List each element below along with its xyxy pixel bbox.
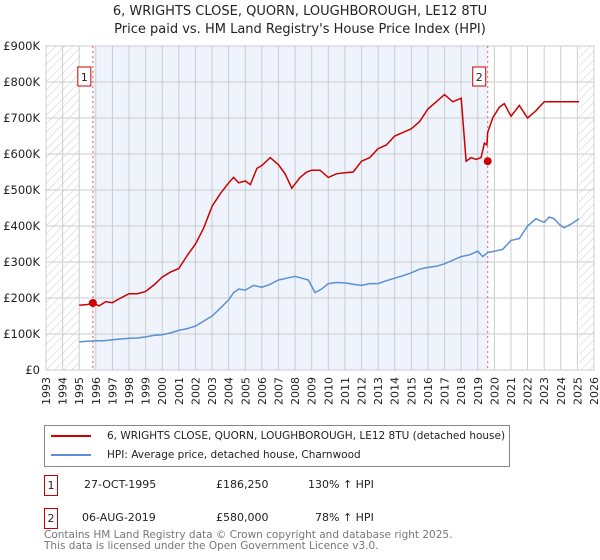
sale-price: £186,250	[216, 478, 269, 491]
legend-swatch-property	[51, 435, 91, 437]
x-tick-label: 2015	[405, 377, 418, 405]
sale-marker-label-1: 1	[81, 71, 88, 84]
y-tick-label: £700K	[3, 111, 40, 125]
x-tick-label: 1995	[73, 377, 86, 405]
sale-marker-box-2	[472, 66, 487, 87]
y-tick-label: £200K	[3, 291, 40, 305]
x-tick-label: 2004	[223, 377, 236, 405]
sale-point-2	[483, 157, 492, 166]
x-tick-label: 1998	[123, 377, 136, 405]
sale-marker-box-1	[77, 66, 92, 87]
x-tick-label: 2012	[356, 377, 369, 405]
x-tick-label: 2010	[322, 377, 335, 405]
x-tick-label: 2022	[522, 377, 535, 405]
chart-title: 6, WRIGHTS CLOSE, QUORN, LOUGHBOROUGH, L…	[112, 4, 488, 19]
x-tick-label: 2020	[488, 377, 501, 405]
x-tick-label: 2013	[372, 377, 385, 405]
sale-date: 06-AUG-2019	[82, 511, 156, 524]
x-tick-label: 2000	[156, 377, 169, 405]
sale-marker-label-2: 2	[476, 71, 483, 84]
legend-swatch-hpi	[51, 454, 91, 456]
hpi-line	[79, 216, 580, 343]
property-price-line	[79, 93, 580, 307]
x-tick-label: 2009	[306, 377, 319, 405]
x-tick-label: 2016	[422, 377, 435, 405]
legend-item-hpi: HPI: Average price, detached house, Char…	[51, 447, 361, 463]
x-tick-label: 2017	[439, 377, 452, 405]
x-tick-label: 2023	[538, 377, 551, 405]
sale-hpi-change: 130% ↑ HPI	[308, 478, 374, 491]
sale-badge: 1	[44, 475, 58, 496]
x-tick-label: 2008	[289, 377, 302, 405]
sale-row-2: 2 06-AUG-2019 £580,000 78% ↑ HPI	[44, 508, 444, 530]
y-tick-label: £800K	[3, 75, 40, 89]
x-tick-label: 1999	[140, 377, 153, 405]
x-tick-label: 2024	[555, 377, 568, 405]
x-tick-label: 1997	[106, 377, 119, 405]
x-tick-label: 1996	[90, 377, 103, 405]
legend-label-property: 6, WRIGHTS CLOSE, QUORN, LOUGHBOROUGH, L…	[107, 430, 506, 442]
sale-row-1: 1 27-OCT-1995 £186,250 130% ↑ HPI	[44, 475, 444, 497]
y-tick-label: £100K	[3, 327, 40, 341]
x-tick-label: 2011	[339, 377, 352, 405]
y-tick-label: £300K	[3, 255, 40, 269]
legend-label-hpi: HPI: Average price, detached house, Char…	[107, 449, 361, 461]
x-tick-label: 2026	[588, 377, 600, 405]
y-tick-label: £0	[25, 363, 40, 377]
sale-price: £580,000	[216, 511, 269, 524]
hatched-region	[579, 46, 594, 370]
sale-hpi-change: 78% ↑ HPI	[315, 511, 374, 524]
legend: 6, WRIGHTS CLOSE, QUORN, LOUGHBOROUGH, L…	[44, 425, 510, 467]
x-tick-label: 2014	[389, 377, 402, 405]
footer-line-1: Contains HM Land Registry data © Crown c…	[44, 529, 453, 541]
x-tick-label: 2025	[571, 377, 584, 405]
x-tick-label: 2019	[472, 377, 485, 405]
x-tick-label: 2018	[455, 377, 468, 405]
x-tick-label: 2002	[189, 377, 202, 405]
x-tick-label: 2006	[256, 377, 269, 405]
x-tick-label: 1993	[40, 377, 53, 405]
x-tick-label: 2001	[173, 377, 186, 405]
footer: Contains HM Land Registry data © Crown c…	[44, 530, 452, 552]
x-tick-label: 2003	[206, 377, 219, 405]
sale-point-1	[88, 298, 97, 307]
chart-subtitle: Price paid vs. HM Land Registry's House …	[114, 22, 486, 37]
x-tick-label: 2005	[239, 377, 252, 405]
y-tick-label: £400K	[3, 219, 40, 233]
footer-line-2: This data is licensed under the Open Gov…	[44, 540, 379, 552]
x-tick-label: 1994	[57, 377, 70, 405]
y-tick-label: £500K	[3, 183, 40, 197]
y-tick-label: £900K	[3, 39, 40, 53]
legend-item-property: 6, WRIGHTS CLOSE, QUORN, LOUGHBOROUGH, L…	[51, 428, 505, 444]
plot-border	[45, 45, 595, 371]
sale-badge: 2	[44, 508, 58, 529]
x-tick-label: 2007	[272, 377, 285, 405]
x-tick-label: 2021	[505, 377, 518, 405]
y-tick-label: £600K	[3, 147, 40, 161]
ownership-shade	[92, 46, 488, 370]
sale-date: 27-OCT-1995	[84, 478, 157, 491]
